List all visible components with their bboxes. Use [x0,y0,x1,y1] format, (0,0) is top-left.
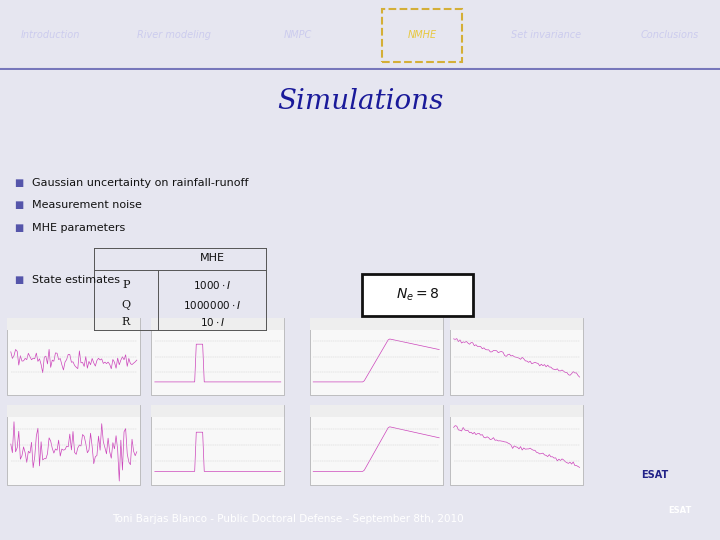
Text: Conclusions: Conclusions [641,30,698,40]
Text: Gaussian uncertainty on rainfall-runoff: Gaussian uncertainty on rainfall-runoff [32,178,249,188]
Bar [151,318,284,329]
Text: Simulations: Simulations [276,87,444,115]
Text: $1000000 \cdot I$: $1000000 \cdot I$ [183,299,242,311]
Text: P: P [122,280,130,290]
Text: $1000 \cdot I$: $1000 \cdot I$ [193,279,232,291]
Bar [310,405,443,417]
Text: Introduction: Introduction [21,30,80,40]
Text: R: R [122,317,130,327]
Text: $N_e = 8$: $N_e = 8$ [396,287,439,303]
Text: Q: Q [122,300,130,310]
Bar [310,405,443,485]
Text: ESAT: ESAT [668,505,691,515]
Bar [450,405,583,485]
Text: $10 \cdot I$: $10 \cdot I$ [199,316,225,328]
Bar [310,318,443,329]
Text: NMPC: NMPC [284,30,312,40]
Bar [151,318,284,395]
Bar [151,405,284,485]
Text: ■: ■ [14,200,24,210]
Bar [7,405,140,485]
Bar [382,9,462,62]
Text: ■: ■ [14,178,24,188]
Text: State estimates: State estimates [32,275,120,285]
Bar [7,318,140,329]
Text: Set invariance: Set invariance [510,30,581,40]
Text: NMHE: NMHE [408,30,436,40]
Bar [7,318,140,395]
Text: ESAT: ESAT [642,470,669,480]
Text: ■: ■ [14,223,24,233]
Bar [151,405,284,417]
Text: MHE parameters: MHE parameters [32,223,126,233]
Bar [450,405,583,417]
Text: Measurement noise: Measurement noise [32,200,143,210]
Bar [450,318,583,329]
Bar [450,318,583,395]
Text: Toni Barjas Blanco - Public Doctoral Defense - September 8th, 2010: Toni Barjas Blanco - Public Doctoral Def… [112,514,464,524]
Text: River modeling: River modeling [138,30,211,40]
Bar [7,405,140,417]
Bar [361,274,474,316]
Text: ■: ■ [14,275,24,285]
Bar [310,318,443,395]
Text: MHE: MHE [200,253,225,263]
